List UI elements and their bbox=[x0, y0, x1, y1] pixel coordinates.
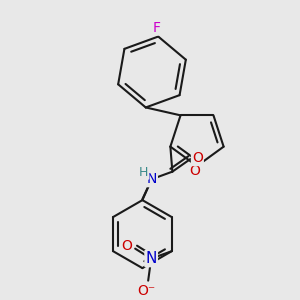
Text: N: N bbox=[146, 172, 157, 186]
Text: N: N bbox=[146, 251, 157, 266]
Text: H: H bbox=[139, 166, 148, 179]
Text: O: O bbox=[190, 164, 200, 178]
Text: F: F bbox=[152, 20, 160, 34]
Text: O: O bbox=[122, 238, 133, 253]
Text: O⁻: O⁻ bbox=[137, 284, 155, 298]
Text: O: O bbox=[192, 151, 203, 165]
